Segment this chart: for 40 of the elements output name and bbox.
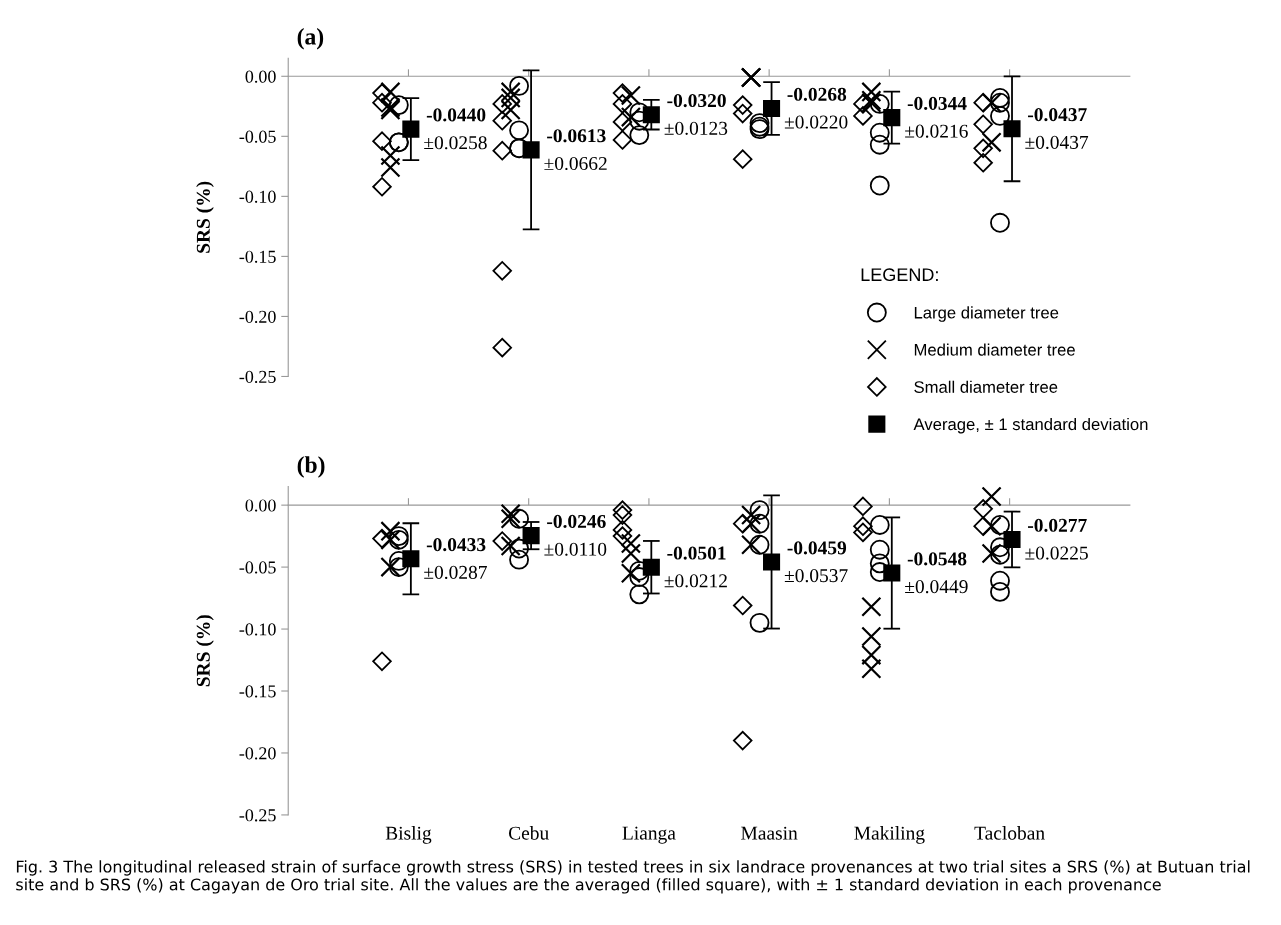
chart-title: (b)	[297, 456, 325, 478]
data-label: -0.0320 ±0.0123	[664, 93, 728, 135]
y-tick-label: 0.00	[245, 499, 276, 512]
x-tick-label: Cebu	[508, 826, 549, 840]
y-tick-label: -0.20	[239, 310, 276, 323]
legend-label: Small diameter tree	[914, 380, 1058, 393]
y-axis-title: SRS (%)	[196, 181, 214, 253]
legend-label: Average, ± 1 standard deviation	[913, 417, 1148, 434]
data-label: -0.0440 ±0.0258	[424, 108, 487, 150]
data-label: -0.0268 ±0.0220	[784, 87, 848, 129]
y-axis-title: SRS (%)	[196, 615, 214, 687]
data-label: -0.0344 ±0.0216	[905, 96, 968, 138]
y-tick-label: -0.05	[239, 130, 276, 143]
y-tick-label: -0.10	[239, 190, 276, 203]
data-label: -0.0613 ±0.0662	[544, 129, 607, 171]
data-label: -0.0277 ±0.0225	[1025, 518, 1088, 560]
data-label: -0.0437 ±0.0437	[1025, 108, 1089, 149]
data-label: -0.0459 ±0.0537	[784, 541, 848, 583]
y-tick-label: -0.20	[239, 747, 276, 760]
y-tick-label: -0.15	[239, 250, 276, 263]
caption: Fig. 3 The longitudinal released strain of surface growth stress (SRS) in tested trees in six landrace provenances at two trial sites a SRS (%) at Butuan trial site and b SRS (%) at Cagayan de Oro trial site. All the values are the averaged (filled square), with ± 1 standard deviation in each provenance	[16, 860, 1250, 894]
x-tick-label: Bislig	[385, 826, 432, 844]
x-tick-label: Tacloban	[974, 826, 1045, 840]
y-tick-label: -0.05	[239, 561, 276, 574]
y-tick-label: -0.10	[239, 623, 276, 636]
y-tick-label: 0.00	[245, 70, 276, 83]
data-label: -0.0548 ±0.0449	[905, 552, 968, 594]
y-tick-label: -0.15	[239, 685, 276, 698]
x-tick-label: Lianga	[622, 826, 676, 844]
data-label: -0.0433 ±0.0287	[424, 538, 487, 580]
chart-title: (a)	[297, 28, 324, 50]
y-tick-label: -0.25	[239, 809, 276, 822]
data-label: -0.0501 ±0.0212	[664, 546, 727, 588]
x-tick-label: Maasin	[741, 826, 798, 840]
data-label: -0.0246 ±0.0110	[544, 514, 607, 556]
legend-label: Medium diameter tree	[914, 343, 1075, 356]
legend-label: Large diameter tree	[914, 306, 1059, 322]
legend-title: LEGEND:	[861, 268, 938, 282]
y-tick-label: -0.25	[239, 370, 276, 383]
x-tick-label: Makiling	[854, 826, 925, 844]
